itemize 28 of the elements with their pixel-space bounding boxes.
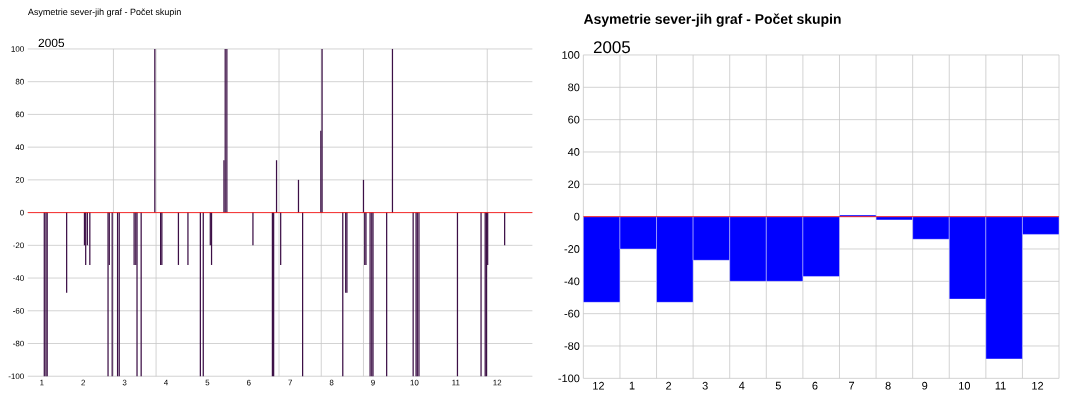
x-tick-label: 7 xyxy=(849,382,855,390)
x-tick-label: 12 xyxy=(1032,382,1044,390)
x-tick-label: 6 xyxy=(812,382,818,390)
y-tick-label: 100 xyxy=(562,51,580,59)
text: 2005 xyxy=(38,38,65,48)
x-tick-label: 8 xyxy=(885,382,891,390)
x-tick-label: 12 xyxy=(593,382,604,390)
y-tick-label: -20 xyxy=(564,245,580,254)
text: 2005 xyxy=(593,41,630,54)
y-tick-label: 0 xyxy=(574,212,580,221)
x-tick-label: 4 xyxy=(738,382,745,390)
x-tick-label: 5 xyxy=(775,382,781,390)
x-tick-label: 10 xyxy=(959,382,970,390)
x-tick-label: 2 xyxy=(666,382,672,390)
x-tick-label: 9 xyxy=(922,382,928,390)
chart-title: Asymetrie sever-jih graf - Počet skupin xyxy=(583,13,841,27)
y-tick-label: 60 xyxy=(568,115,580,124)
y-tick-label: 80 xyxy=(568,83,580,92)
y-tick-label: 20 xyxy=(568,180,580,189)
chart-title: Asymetrie sever-jih graf - Počet skupin xyxy=(27,8,181,17)
y-tick-label: -100 xyxy=(558,374,580,383)
y-tick-label: 40 xyxy=(567,148,580,156)
x-tick-label: 3 xyxy=(702,382,708,390)
y-tick-label: -60 xyxy=(564,309,580,318)
x-tick-label: 1 xyxy=(629,382,635,390)
x-tick-label: 11 xyxy=(995,382,1006,390)
y-tick-label: -80 xyxy=(564,342,580,351)
y-tick-label: -40 xyxy=(564,277,580,286)
